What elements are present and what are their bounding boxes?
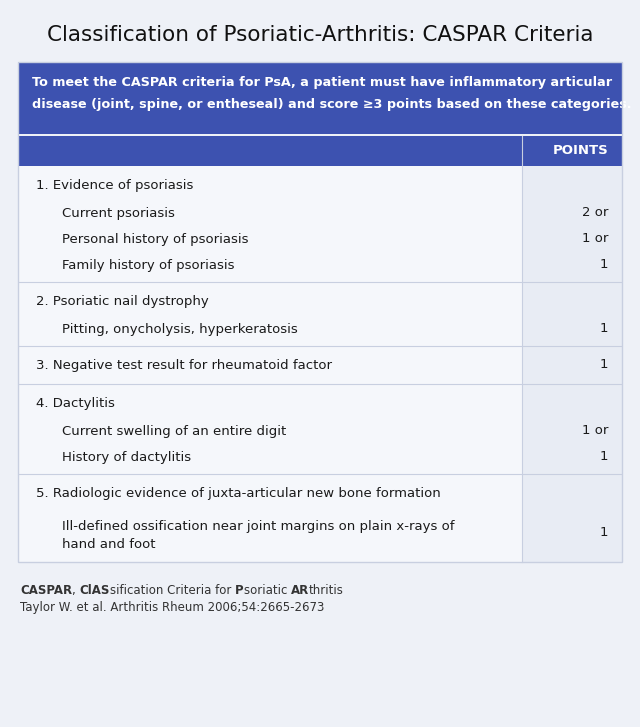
Text: 1: 1 — [600, 259, 608, 271]
Bar — [18, 62, 622, 134]
Text: CASPAR: CASPAR — [20, 584, 72, 597]
Text: 1. Evidence of psoriasis: 1. Evidence of psoriasis — [36, 179, 193, 191]
Text: Family history of psoriasis: Family history of psoriasis — [62, 259, 234, 271]
Text: hand and foot: hand and foot — [62, 538, 156, 551]
Text: 1 or: 1 or — [582, 233, 608, 246]
Text: Personal history of psoriasis: Personal history of psoriasis — [62, 233, 248, 246]
Text: thritis: thritis — [309, 584, 344, 597]
Text: sification Criteria for: sification Criteria for — [110, 584, 235, 597]
Text: 2 or: 2 or — [582, 206, 608, 220]
Text: 1: 1 — [600, 358, 608, 371]
Text: 4. Dactylitis: 4. Dactylitis — [36, 396, 115, 409]
Text: AR: AR — [291, 584, 309, 597]
Text: soriatic: soriatic — [244, 584, 291, 597]
Text: 1: 1 — [600, 451, 608, 464]
Text: ClAS: ClAS — [79, 584, 110, 597]
Text: Taylor W. et al. Arthritis Rheum 2006;54:2665-2673: Taylor W. et al. Arthritis Rheum 2006;54… — [20, 601, 324, 614]
Text: Ill-defined ossification near joint margins on plain x-rays of: Ill-defined ossification near joint marg… — [62, 520, 454, 533]
Bar — [18, 62, 622, 562]
Text: Current psoriasis: Current psoriasis — [62, 206, 175, 220]
Text: 2. Psoriatic nail dystrophy: 2. Psoriatic nail dystrophy — [36, 294, 209, 308]
Text: To meet the CASPAR criteria for PsA, a patient must have inflammatory articular: To meet the CASPAR criteria for PsA, a p… — [32, 76, 612, 89]
Text: 1 or: 1 or — [582, 425, 608, 438]
Text: Current swelling of an entire digit: Current swelling of an entire digit — [62, 425, 286, 438]
Text: ,: , — [72, 584, 79, 597]
Bar — [18, 136, 622, 166]
Text: Pitting, onycholysis, hyperkeratosis: Pitting, onycholysis, hyperkeratosis — [62, 323, 298, 335]
Text: disease (joint, spine, or entheseal) and score ≥3 points based on these categori: disease (joint, spine, or entheseal) and… — [32, 98, 632, 111]
Text: POINTS: POINTS — [552, 145, 608, 158]
Text: History of dactylitis: History of dactylitis — [62, 451, 191, 464]
Text: 3. Negative test result for rheumatoid factor: 3. Negative test result for rheumatoid f… — [36, 358, 332, 371]
Bar — [18, 166, 522, 562]
Text: Classification of Psoriatic-Arthritis: CASPAR Criteria: Classification of Psoriatic-Arthritis: C… — [47, 25, 593, 45]
Text: P: P — [235, 584, 244, 597]
Bar — [522, 166, 622, 562]
Text: 1: 1 — [600, 323, 608, 335]
Text: 5. Radiologic evidence of juxta-articular new bone formation: 5. Radiologic evidence of juxta-articula… — [36, 486, 441, 499]
Text: 1: 1 — [600, 526, 608, 539]
